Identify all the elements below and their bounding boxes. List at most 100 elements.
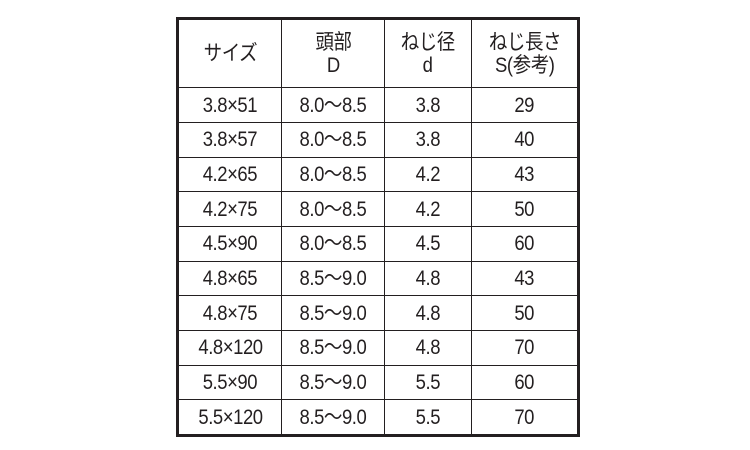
cell-value: 8.5〜9.0 <box>299 301 367 325</box>
cell-value: 50 <box>514 197 535 221</box>
cell-value: 3.8 <box>415 93 441 117</box>
header-size: サイズ <box>177 17 282 89</box>
cell-size: 4.8×120 <box>177 329 282 366</box>
cell-thread-diameter: 4.2 <box>384 191 472 227</box>
cell-value: 3.8×57 <box>202 128 258 152</box>
header-length-label: ねじ長さ <box>488 30 561 54</box>
cell-value: 60 <box>514 232 535 256</box>
cell-value: 8.0〜8.5 <box>299 197 367 221</box>
cell-value: 8.5〜9.0 <box>299 405 367 429</box>
cell-size: 3.8×57 <box>177 121 282 158</box>
cell-thread-length: 60 <box>471 225 579 262</box>
header-length-symbol: S(参考) <box>494 53 555 77</box>
header-head-label: 頭部 <box>314 30 352 54</box>
cell-head-diameter: 8.0〜8.5 <box>281 191 385 227</box>
table-row: 4.5×90 8.0〜8.5 4.5 60 <box>177 225 579 262</box>
cell-value: 5.5×120 <box>197 405 263 429</box>
cell-value: 3.8×51 <box>202 93 258 117</box>
cell-value: 43 <box>514 162 535 186</box>
cell-value: 4.8 <box>415 336 441 360</box>
cell-value: 5.5×90 <box>202 370 258 394</box>
header-thread-symbol: d <box>423 53 433 77</box>
cell-value: 4.2×65 <box>202 162 258 186</box>
cell-head-diameter: 8.5〜9.0 <box>281 295 385 331</box>
table-row: 4.8×65 8.5〜9.0 4.8 43 <box>177 260 579 297</box>
cell-thread-diameter: 3.8 <box>384 121 472 158</box>
cell-thread-length: 29 <box>471 87 579 123</box>
cell-thread-diameter: 5.5 <box>384 399 472 436</box>
cell-value: 3.8 <box>415 128 441 152</box>
cell-value: 43 <box>514 266 535 290</box>
cell-value: 4.8×75 <box>202 301 258 325</box>
cell-size: 4.8×65 <box>177 260 282 297</box>
cell-size: 5.5×90 <box>177 364 282 401</box>
cell-value: 8.0〜8.5 <box>299 232 367 256</box>
cell-size: 4.2×65 <box>177 156 282 193</box>
cell-thread-length: 43 <box>471 260 579 297</box>
cell-value: 50 <box>514 301 535 325</box>
cell-thread-length: 40 <box>471 121 579 158</box>
cell-head-diameter: 8.5〜9.0 <box>281 364 385 401</box>
cell-thread-length: 50 <box>471 191 579 227</box>
cell-value: 29 <box>514 93 535 117</box>
cell-thread-diameter: 4.8 <box>384 329 472 366</box>
cell-thread-diameter: 4.8 <box>384 260 472 297</box>
cell-value: 8.0〜8.5 <box>299 93 367 117</box>
cell-value: 4.2 <box>415 162 441 186</box>
cell-head-diameter: 8.5〜9.0 <box>281 329 385 366</box>
cell-value: 8.0〜8.5 <box>299 162 367 186</box>
cell-size: 5.5×120 <box>177 399 282 436</box>
cell-head-diameter: 8.0〜8.5 <box>281 87 385 123</box>
cell-value: 8.5〜9.0 <box>299 266 367 290</box>
cell-thread-diameter: 4.5 <box>384 225 472 262</box>
cell-value: 4.5×90 <box>202 232 258 256</box>
cell-size: 4.5×90 <box>177 225 282 262</box>
cell-thread-diameter: 3.8 <box>384 87 472 123</box>
cell-thread-diameter: 4.2 <box>384 156 472 193</box>
table-row: 5.5×90 8.5〜9.0 5.5 60 <box>177 364 579 401</box>
header-thread-length: ねじ長さ S(参考) <box>471 17 579 89</box>
header-thread-label: ねじ径 <box>400 30 456 54</box>
cell-value: 8.0〜8.5 <box>299 128 367 152</box>
cell-thread-length: 43 <box>471 156 579 193</box>
cell-value: 8.5〜9.0 <box>299 370 367 394</box>
cell-value: 70 <box>514 336 535 360</box>
table-row: 3.8×57 8.0〜8.5 3.8 40 <box>177 121 579 158</box>
cell-value: 4.8 <box>415 301 441 325</box>
screw-spec-table: サイズ 頭部 D ねじ径 d ねじ長さ S(参考) 3.8×51 8.0〜8.5 3.8 2… <box>176 17 580 437</box>
cell-thread-length: 70 <box>471 329 579 366</box>
cell-head-diameter: 8.0〜8.5 <box>281 156 385 193</box>
cell-value: 60 <box>514 370 535 394</box>
table-row: 4.8×120 8.5〜9.0 4.8 70 <box>177 329 579 366</box>
table-row: 4.2×75 8.0〜8.5 4.2 50 <box>177 191 579 227</box>
header-thread-diameter: ねじ径 d <box>384 17 472 89</box>
cell-value: 8.5〜9.0 <box>299 336 367 360</box>
table-row: 3.8×51 8.0〜8.5 3.8 29 <box>177 87 579 123</box>
header-row: サイズ 頭部 D ねじ径 d ねじ長さ S(参考) <box>177 17 579 89</box>
cell-value: 4.8×120 <box>197 336 263 360</box>
header-head-diameter: 頭部 D <box>281 17 385 89</box>
cell-value: 4.8 <box>415 266 441 290</box>
table-row: 4.8×75 8.5〜9.0 4.8 50 <box>177 295 579 331</box>
cell-head-diameter: 8.0〜8.5 <box>281 225 385 262</box>
cell-head-diameter: 8.0〜8.5 <box>281 121 385 158</box>
cell-size: 4.8×75 <box>177 295 282 331</box>
cell-size: 3.8×51 <box>177 87 282 123</box>
cell-size: 4.2×75 <box>177 191 282 227</box>
header-head-symbol: D <box>326 53 340 77</box>
table-row: 5.5×120 8.5〜9.0 5.5 70 <box>177 399 579 436</box>
cell-thread-diameter: 5.5 <box>384 364 472 401</box>
cell-value: 70 <box>514 405 535 429</box>
cell-value: 4.2×75 <box>202 197 258 221</box>
cell-value: 5.5 <box>415 405 441 429</box>
cell-thread-length: 50 <box>471 295 579 331</box>
table-row: 4.2×65 8.0〜8.5 4.2 43 <box>177 156 579 193</box>
cell-value: 5.5 <box>415 370 441 394</box>
cell-value: 4.8×65 <box>202 266 258 290</box>
cell-value: 4.5 <box>415 232 441 256</box>
cell-thread-length: 70 <box>471 399 579 436</box>
cell-value: 40 <box>514 128 535 152</box>
cell-value: 4.2 <box>415 197 441 221</box>
header-size-label: サイズ <box>203 42 257 66</box>
cell-head-diameter: 8.5〜9.0 <box>281 399 385 436</box>
